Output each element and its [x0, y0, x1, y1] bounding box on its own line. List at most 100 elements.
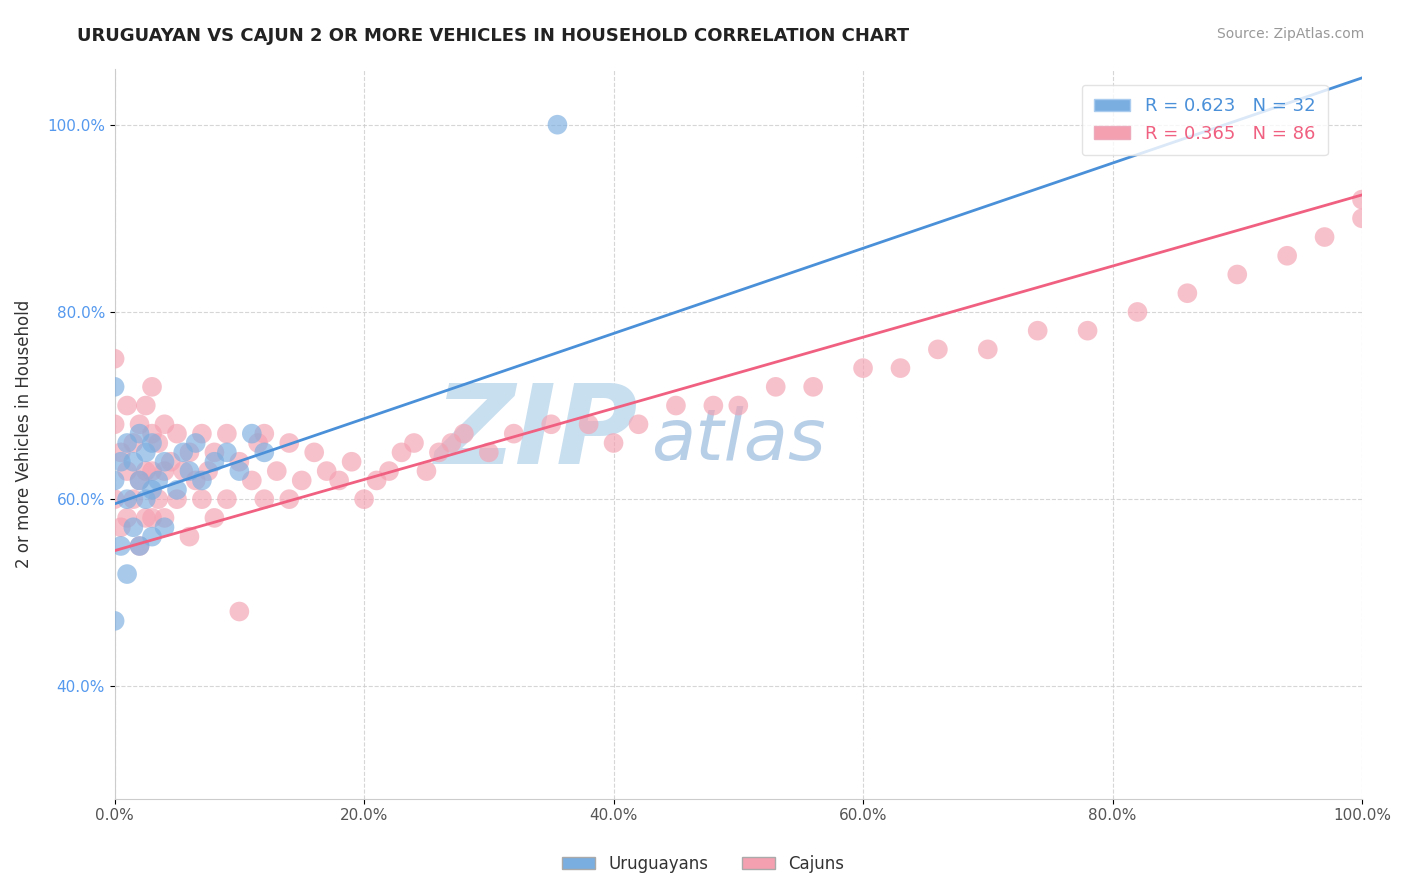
- Point: [104, 474, 127, 488]
- Point: [540, 417, 562, 432]
- Point: [302, 445, 325, 459]
- Point: [453, 426, 475, 441]
- Point: [191, 426, 214, 441]
- Point: [546, 118, 568, 132]
- Legend: Uruguayans, Cajuns: Uruguayans, Cajuns: [555, 848, 851, 880]
- Point: [391, 445, 413, 459]
- Point: [202, 455, 225, 469]
- Point: [141, 464, 163, 478]
- Point: [122, 455, 145, 469]
- Point: [115, 511, 138, 525]
- Point: [1226, 268, 1249, 282]
- Point: [1275, 249, 1298, 263]
- Point: [135, 464, 157, 478]
- Text: atlas: atlas: [651, 407, 825, 475]
- Point: [141, 483, 163, 497]
- Point: [104, 492, 127, 507]
- Point: [110, 539, 132, 553]
- Point: [353, 492, 375, 507]
- Point: [240, 426, 263, 441]
- Point: [159, 455, 181, 469]
- Point: [801, 380, 824, 394]
- Point: [141, 436, 163, 450]
- Point: [889, 361, 911, 376]
- Point: [427, 445, 450, 459]
- Point: [122, 492, 145, 507]
- Point: [135, 445, 157, 459]
- Point: [1175, 286, 1198, 301]
- Point: [415, 464, 437, 478]
- Point: [478, 445, 501, 459]
- Point: [148, 436, 170, 450]
- Point: [141, 380, 163, 394]
- Point: [1351, 211, 1374, 226]
- Point: [172, 445, 194, 459]
- Point: [135, 492, 157, 507]
- Point: [291, 474, 314, 488]
- Point: [340, 455, 363, 469]
- Point: [1351, 193, 1374, 207]
- Point: [627, 417, 650, 432]
- Point: [128, 474, 150, 488]
- Point: [240, 474, 263, 488]
- Point: [228, 455, 250, 469]
- Point: [166, 483, 188, 497]
- Point: [202, 511, 225, 525]
- Point: [927, 343, 949, 357]
- Point: [191, 492, 214, 507]
- Point: [702, 399, 724, 413]
- Point: [253, 445, 276, 459]
- Point: [135, 511, 157, 525]
- Point: [228, 605, 250, 619]
- Point: [104, 380, 127, 394]
- Point: [122, 520, 145, 534]
- Point: [135, 399, 157, 413]
- Point: [191, 474, 214, 488]
- Point: [153, 511, 176, 525]
- Point: [110, 520, 132, 534]
- Point: [104, 351, 127, 366]
- Point: [253, 492, 276, 507]
- Point: [153, 520, 176, 534]
- Point: [166, 492, 188, 507]
- Point: [202, 445, 225, 459]
- Point: [148, 474, 170, 488]
- Point: [179, 445, 201, 459]
- Point: [215, 426, 238, 441]
- Point: [128, 539, 150, 553]
- Text: ZIP: ZIP: [434, 380, 638, 487]
- Point: [179, 464, 201, 478]
- Point: [153, 464, 176, 478]
- Point: [278, 436, 301, 450]
- Point: [502, 426, 524, 441]
- Point: [115, 567, 138, 582]
- Point: [153, 455, 176, 469]
- Point: [141, 426, 163, 441]
- Point: [166, 426, 188, 441]
- Point: [578, 417, 600, 432]
- Point: [172, 464, 194, 478]
- Point: [184, 436, 207, 450]
- Point: [110, 445, 132, 459]
- Point: [215, 445, 238, 459]
- Y-axis label: 2 or more Vehicles in Household: 2 or more Vehicles in Household: [15, 300, 32, 568]
- Point: [104, 417, 127, 432]
- Point: [184, 474, 207, 488]
- Point: [115, 436, 138, 450]
- Point: [122, 436, 145, 450]
- Point: [115, 492, 138, 507]
- Point: [128, 426, 150, 441]
- Point: [278, 492, 301, 507]
- Point: [266, 464, 288, 478]
- Point: [110, 455, 132, 469]
- Point: [104, 614, 127, 628]
- Point: [366, 474, 388, 488]
- Point: [440, 436, 463, 450]
- Point: [128, 539, 150, 553]
- Point: [378, 464, 401, 478]
- Point: [197, 464, 219, 478]
- Point: [665, 399, 688, 413]
- Point: [115, 464, 138, 478]
- Point: [402, 436, 425, 450]
- Point: [141, 530, 163, 544]
